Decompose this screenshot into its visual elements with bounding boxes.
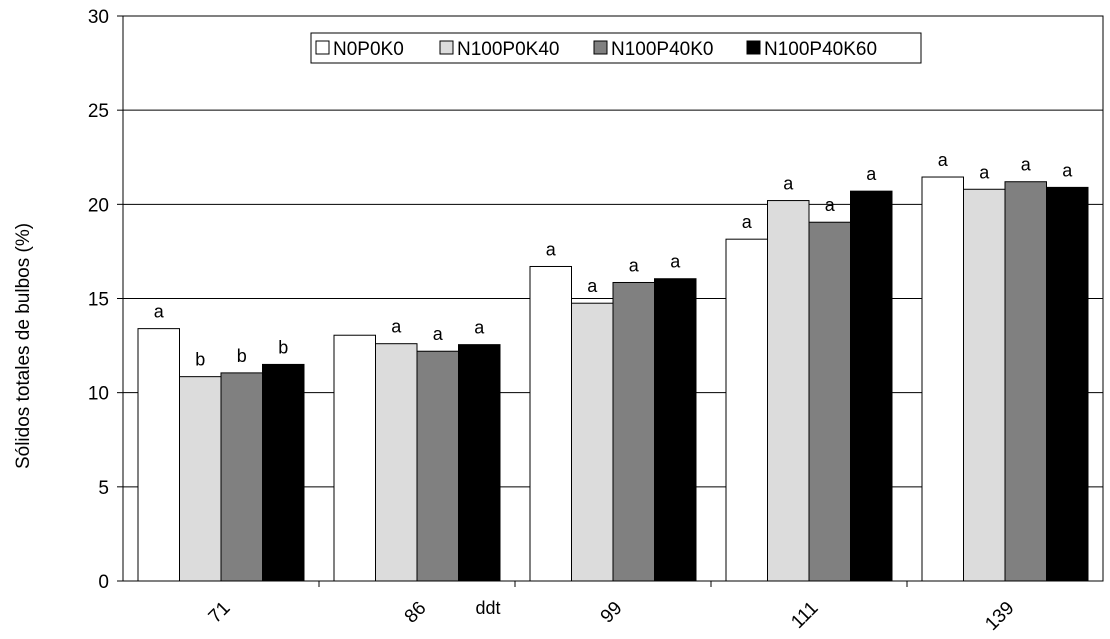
bar-N0P0K0-86 xyxy=(333,334,376,582)
significance-label: b xyxy=(237,346,247,366)
significance-label: a xyxy=(783,174,794,194)
y-tick-label: 15 xyxy=(88,290,109,311)
significance-label: a xyxy=(1021,155,1032,175)
bar-N0P0K0-111 xyxy=(725,238,768,582)
bar-N100P0K40-139 xyxy=(963,188,1006,582)
y-tick-label: 30 xyxy=(88,7,109,28)
legend-label-N0P0K0: N0P0K0 xyxy=(333,39,404,60)
significance-label: a xyxy=(474,318,485,338)
bar-N100P0K40-86 xyxy=(375,343,418,582)
significance-label: b xyxy=(195,350,205,370)
x-tick-label: 139 xyxy=(981,598,1018,635)
significance-label: a xyxy=(154,302,165,322)
bar-N0P0K0-139 xyxy=(921,176,964,582)
bar-N100P40K60-99 xyxy=(654,278,697,582)
legend-label-N100P40K0: N100P40K0 xyxy=(611,39,713,60)
bar-N100P40K0-139 xyxy=(1004,181,1047,582)
bar-N100P40K60-86 xyxy=(458,344,501,582)
y-tick-label: 20 xyxy=(88,195,109,216)
significance-label: a xyxy=(979,162,990,182)
bar-N100P40K0-99 xyxy=(612,281,655,582)
x-tick-label: 86 xyxy=(401,598,431,628)
legend-swatch-N100P40K60 xyxy=(746,40,761,55)
bar-N100P40K0-71 xyxy=(220,372,263,582)
significance-label: a xyxy=(938,150,949,170)
bar-N100P0K40-99 xyxy=(571,302,614,582)
significance-label: a xyxy=(866,164,877,184)
legend-box xyxy=(310,32,922,64)
bar-N100P40K60-71 xyxy=(262,363,305,582)
y-tick-label: 25 xyxy=(88,101,109,122)
bar-N100P40K60-111 xyxy=(850,190,893,582)
significance-label: a xyxy=(825,195,836,215)
significance-label: a xyxy=(742,212,753,232)
legend-swatch-N100P40K0 xyxy=(593,40,608,55)
plot-frame xyxy=(122,15,1104,582)
significance-labels: a b b b a a a a a a a a a a a a a a a xyxy=(154,150,1074,370)
bar-N0P0K0-71 xyxy=(137,328,180,582)
legend: N0P0K0 N100P0K40 N100P40K0 N100P40K60 xyxy=(310,32,922,64)
significance-label: a xyxy=(391,317,402,337)
x-tick-label: 71 xyxy=(205,598,235,628)
significance-label: a xyxy=(587,276,598,296)
x-tick-label: 111 xyxy=(787,598,822,633)
legend-swatch-N0P0K0 xyxy=(315,40,330,55)
y-axis-label: Sólidos totales de bulbos (%) xyxy=(13,223,34,469)
significance-label: a xyxy=(1062,160,1073,180)
legend-swatch-N100P0K40 xyxy=(439,40,454,55)
significance-label: a xyxy=(433,324,444,344)
x-axis-label: ddt xyxy=(475,598,500,618)
x-tick-label: 99 xyxy=(597,598,627,628)
legend-label-N100P0K40: N100P0K40 xyxy=(457,39,559,60)
bar-N100P0K40-71 xyxy=(179,376,222,582)
significance-label: b xyxy=(278,337,288,357)
legend-label-N100P40K60: N100P40K60 xyxy=(764,39,877,60)
bar-N100P40K60-139 xyxy=(1046,186,1089,582)
y-tick-label: 0 xyxy=(98,572,109,593)
significance-label: a xyxy=(629,255,640,275)
bar-N100P40K0-86 xyxy=(416,350,459,582)
bar-N100P40K0-111 xyxy=(808,221,851,582)
y-tick-label: 5 xyxy=(98,478,109,499)
bar-N0P0K0-99 xyxy=(529,265,572,582)
y-tick-label: 10 xyxy=(88,384,109,405)
significance-label: a xyxy=(670,252,681,272)
bars xyxy=(137,176,1089,582)
significance-label: a xyxy=(546,239,557,259)
bar-N100P0K40-111 xyxy=(767,200,810,582)
